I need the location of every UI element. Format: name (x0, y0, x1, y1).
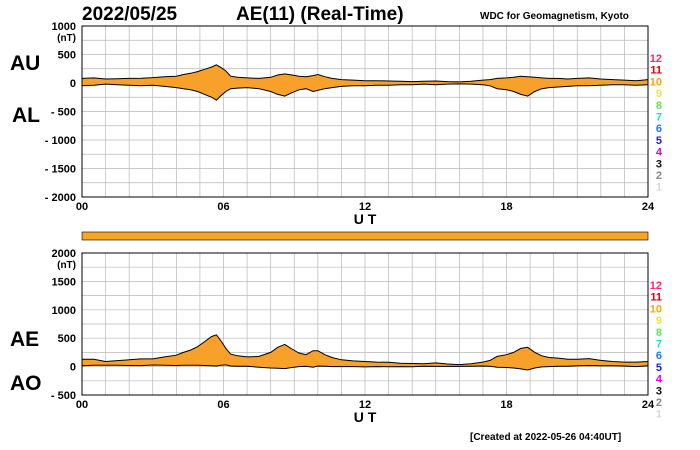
y-tick-label: 0 (70, 362, 76, 374)
legend-station-count: 11 (650, 292, 662, 304)
legend-station-count: 2 (656, 170, 662, 182)
y-tick-label: - 2000 (45, 192, 76, 204)
area-au-al (82, 64, 648, 101)
series-line-ae (82, 334, 649, 366)
x-tick-label: 00 (76, 201, 88, 213)
legend-station-count: 7 (656, 339, 662, 351)
y-tick-label: 500 (58, 333, 76, 345)
date-label: 2022/05/25 (82, 4, 178, 25)
plot-frame-ae-ao (81, 252, 649, 396)
y-tick-label: 1500 (52, 276, 76, 288)
legend-station-count: 3 (656, 385, 662, 397)
legend-station-count: 10 (650, 76, 662, 88)
source-label: WDC for Geomagnetism, Kyoto (480, 11, 629, 22)
y-tick-label: 1000 (52, 21, 76, 33)
legend-station-count: 1 (656, 409, 662, 421)
y-tick-label: 500 (58, 50, 76, 62)
legend-station-count: 5 (656, 362, 662, 374)
x-tick-label: 06 (217, 201, 229, 213)
y-tick-label: - 500 (51, 390, 76, 402)
y-tick-label: 1000 (52, 305, 76, 317)
y-unit-label: (nT) (57, 260, 76, 271)
legend-station-count: 9 (656, 88, 662, 100)
x-tick-label: 24 (642, 399, 655, 411)
x-tick-label: 06 (217, 399, 229, 411)
legend-station-count: 12 (650, 53, 662, 65)
legend-station-count: 10 (650, 303, 662, 315)
legend-station-count: 6 (656, 350, 662, 362)
legend-station-count: 8 (656, 100, 662, 112)
series-line-ao (81, 364, 649, 371)
legend-station-count: 1 (656, 182, 662, 194)
chart-title: AE(11) (Real-Time) (236, 4, 404, 25)
x-tick-label: 18 (500, 399, 512, 411)
legend-station-count: 3 (656, 158, 662, 170)
label-ae: AE (10, 328, 40, 351)
area-ae-ao (82, 334, 648, 370)
legend-station-count: 12 (650, 280, 662, 292)
legend-station-count: 8 (656, 327, 662, 339)
label-au: AU (10, 52, 41, 75)
x-tick-label: 12 (359, 201, 371, 213)
plot-frame-au-al (81, 25, 649, 198)
y-tick-label: - 500 (51, 107, 76, 119)
x-tick-label: 00 (76, 399, 88, 411)
legend-station-count: 4 (656, 374, 663, 386)
legend-station-count: 9 (656, 315, 662, 327)
series-line-al (81, 83, 649, 101)
legend-station-count: 11 (650, 65, 662, 77)
x-tick-label: 24 (642, 201, 655, 213)
legend-station-count: 6 (656, 123, 662, 135)
x-axis-label: U T (354, 211, 377, 227)
x-tick-label: 18 (500, 201, 512, 213)
legend-station-count: 2 (656, 397, 662, 409)
panel-au-al (81, 25, 649, 198)
label-al: AL (12, 104, 40, 127)
created-timestamp: [Created at 2022-05-26 04:40UT] (470, 432, 622, 443)
y-tick-label: 2000 (52, 248, 76, 260)
panel-ae-ao (81, 252, 649, 396)
legend-station-count: 7 (656, 112, 662, 124)
station-availability-bar (81, 231, 649, 241)
y-unit-label: (nT) (57, 33, 76, 44)
y-tick-label: 0 (70, 78, 76, 90)
series-line-au (81, 64, 649, 83)
legend-station-count: 4 (656, 147, 663, 159)
x-axis-label: U T (354, 409, 377, 425)
y-tick-label: - 1000 (45, 135, 76, 147)
y-tick-label: - 1500 (45, 164, 76, 176)
label-ao: AO (10, 372, 42, 395)
legend-station-count: 5 (656, 135, 662, 147)
x-tick-label: 12 (359, 399, 371, 411)
